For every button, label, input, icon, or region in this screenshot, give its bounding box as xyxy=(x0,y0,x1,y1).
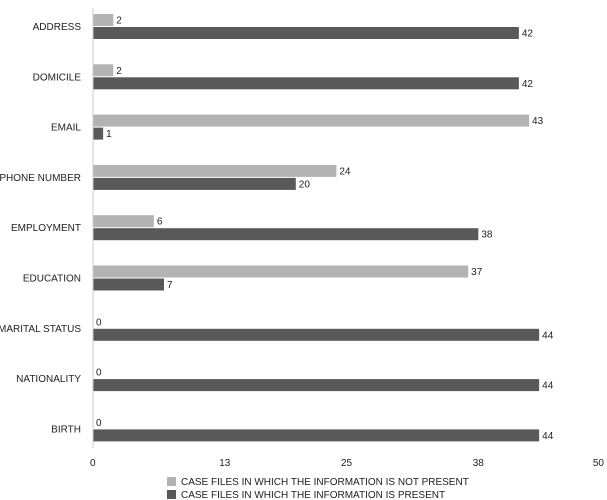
x-tick-label: 0 xyxy=(90,458,96,469)
category-label: EMAIL xyxy=(51,123,81,134)
value-label: 20 xyxy=(299,179,311,190)
bar-not-present xyxy=(93,114,530,127)
value-label: 37 xyxy=(471,267,483,278)
value-label: 44 xyxy=(542,381,554,392)
value-label: 0 xyxy=(96,368,102,379)
x-tick-label: 13 xyxy=(219,458,231,469)
category-label: PHONE NUMBER xyxy=(0,173,81,184)
category-label: ADDRESS xyxy=(33,22,82,33)
bars-group xyxy=(93,14,540,442)
bar-present xyxy=(93,278,164,291)
value-label: 2 xyxy=(116,16,122,27)
value-labels: 2 42 2 42 43 1 24 20 6 38 37 7 0 44 0 44 0 44 xyxy=(96,16,554,442)
bar-present xyxy=(93,429,540,442)
value-label: 7 xyxy=(167,280,173,291)
legend-swatch xyxy=(167,477,176,486)
category-label: EDUCATION xyxy=(23,274,81,285)
value-label: 42 xyxy=(522,79,534,90)
category-label: DOMICILE xyxy=(33,72,82,83)
value-label: 43 xyxy=(532,116,544,127)
bar-not-present xyxy=(93,215,154,228)
category-label: NATIONALITY xyxy=(16,374,81,385)
legend-swatch xyxy=(167,490,176,499)
bar-not-present xyxy=(93,265,469,278)
bar-present xyxy=(93,77,519,90)
value-label: 0 xyxy=(96,317,102,328)
legend-label: CASE FILES IN WHICH THE INFORMATION IS N… xyxy=(181,477,469,488)
bar-present xyxy=(93,27,519,39)
bar-present xyxy=(93,177,296,190)
value-label: 38 xyxy=(481,230,493,241)
value-label: 24 xyxy=(339,166,351,177)
bar-present xyxy=(93,328,540,341)
x-tick-label: 50 xyxy=(593,458,605,469)
bar-present xyxy=(93,379,540,392)
bar-not-present xyxy=(93,64,114,77)
bar-not-present xyxy=(93,14,114,26)
x-tick-label: 25 xyxy=(341,458,353,469)
value-label: 42 xyxy=(522,29,534,40)
value-label: 1 xyxy=(106,129,112,140)
value-label: 44 xyxy=(542,330,554,341)
category-label: BIRTH xyxy=(51,424,81,435)
legend: CASE FILES IN WHICH THE INFORMATION IS N… xyxy=(167,477,469,500)
category-label: MARITAL STATUS xyxy=(0,324,81,335)
value-label: 44 xyxy=(542,431,554,442)
x-tick-label: 38 xyxy=(473,458,485,469)
category-labels: ADDRESS DOMICILE EMAIL PHONE NUMBER EMPLOYME… xyxy=(0,22,81,435)
value-label: 2 xyxy=(116,66,122,77)
bar-present xyxy=(93,127,104,140)
bar-not-present xyxy=(93,164,337,177)
bar-present xyxy=(93,228,479,241)
value-label: 6 xyxy=(157,217,163,228)
x-tick-labels: 0 13 25 38 50 xyxy=(90,458,604,469)
value-label: 0 xyxy=(96,418,102,429)
category-label: EMPLOYMENT xyxy=(11,223,81,234)
legend-label: CASE FILES IN WHICH THE INFORMATION IS P… xyxy=(181,490,445,500)
